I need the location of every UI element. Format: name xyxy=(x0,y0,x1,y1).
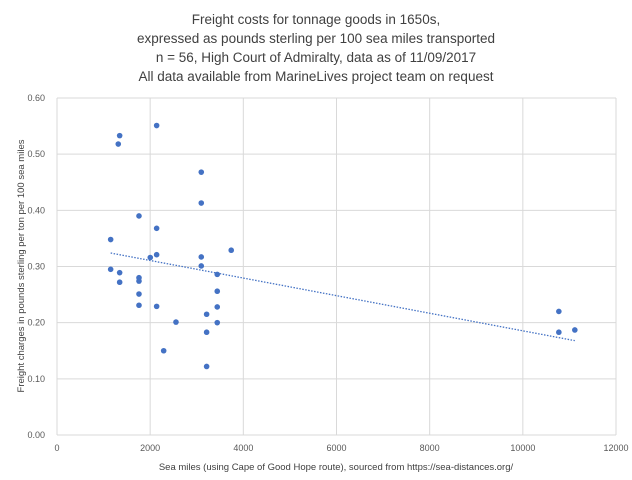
data-point xyxy=(214,288,221,295)
data-point xyxy=(116,132,123,139)
data-point xyxy=(116,279,123,286)
data-point xyxy=(572,327,578,333)
data-point xyxy=(556,308,562,315)
data-point xyxy=(214,271,221,278)
data-point xyxy=(198,263,205,269)
y-tick-label: 0.60 xyxy=(27,93,45,103)
data-point xyxy=(198,169,205,175)
chart-title: Freight costs for tonnage goods in 1650s… xyxy=(137,12,495,84)
data-point xyxy=(214,319,221,326)
data-point xyxy=(198,200,205,206)
data-point xyxy=(203,329,210,336)
data-point xyxy=(173,319,179,325)
x-tick-label: 10000 xyxy=(510,443,535,453)
data-point xyxy=(153,303,160,310)
y-tick-label: 0.20 xyxy=(27,318,45,328)
data-point xyxy=(115,141,122,147)
data-point xyxy=(147,254,154,261)
chart-title-line: expressed as pounds sterling per 100 sea… xyxy=(137,31,495,46)
x-tick-label: 2000 xyxy=(140,443,160,453)
chart-title-line: Freight costs for tonnage goods in 1650s… xyxy=(192,12,440,27)
x-tick-label: 4000 xyxy=(233,443,253,453)
data-point xyxy=(136,302,142,309)
y-tick-label: 0.30 xyxy=(27,262,45,272)
data-point xyxy=(556,329,562,336)
data-point xyxy=(203,363,210,370)
trendline xyxy=(110,252,575,342)
x-axis-label: Sea miles (using Cape of Good Hope route… xyxy=(159,462,514,473)
y-tick-label: 0.10 xyxy=(27,374,45,384)
data-point xyxy=(116,269,123,276)
y-axis-label: Freight charges in pounds sterling per t… xyxy=(16,139,27,392)
data-point xyxy=(107,266,114,273)
data-point xyxy=(153,225,160,232)
data-point xyxy=(107,236,114,243)
data-point xyxy=(153,122,160,129)
data-point xyxy=(160,347,167,354)
data-point xyxy=(136,291,142,297)
data-point xyxy=(214,304,221,310)
data-point xyxy=(198,254,205,260)
x-tick-label: 0 xyxy=(54,443,59,453)
data-point xyxy=(228,247,235,254)
chart-title-line: n = 56, High Court of Admiralty, data as… xyxy=(156,50,476,65)
x-tick-label: 6000 xyxy=(326,443,346,453)
y-tick-label: 0.00 xyxy=(27,430,45,440)
data-point xyxy=(136,278,142,284)
x-tick-label: 8000 xyxy=(420,443,440,453)
chart-title-line: All data available from MarineLives proj… xyxy=(139,69,494,84)
x-tick-label: 12000 xyxy=(603,443,628,453)
data-point xyxy=(203,311,210,318)
y-tick-label: 0.50 xyxy=(27,149,45,159)
y-tick-label: 0.40 xyxy=(27,205,45,215)
data-point xyxy=(153,251,160,258)
data-point xyxy=(136,213,142,219)
